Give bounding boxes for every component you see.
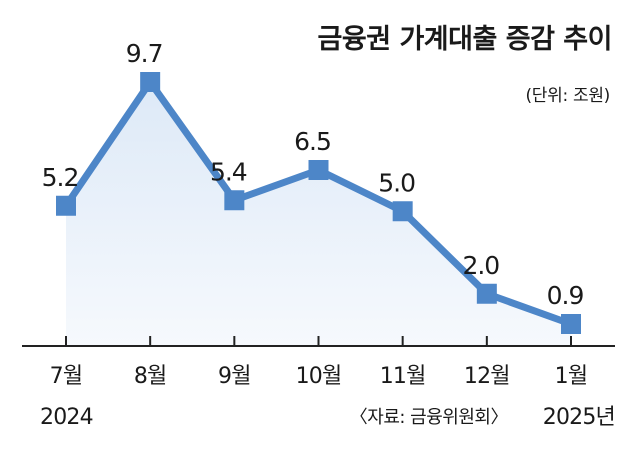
tick-layer: 7월 8월 9월 10월 11월 12월 1월 bbox=[50, 336, 588, 389]
x-tick-label-4: 10월 bbox=[296, 364, 342, 389]
x-tick-label-2: 8월 bbox=[134, 364, 167, 389]
year-end-label: 2025년 bbox=[543, 405, 615, 430]
x-tick-label-3: 9월 bbox=[218, 364, 251, 389]
data-label-5: 5.0 bbox=[378, 168, 415, 197]
chart-title: 금융권 가계대출 증감 추이 bbox=[318, 24, 612, 55]
series-area bbox=[66, 82, 571, 346]
data-point-3 bbox=[224, 190, 245, 211]
x-tick-label-6: 12월 bbox=[464, 364, 510, 389]
source-label: 〈자료: 금융위원회〉 bbox=[350, 407, 508, 428]
marker-layer bbox=[56, 72, 581, 334]
data-label-2: 9.7 bbox=[126, 39, 163, 68]
data-point-4 bbox=[308, 160, 329, 180]
year-start-label: 2024 bbox=[40, 405, 93, 430]
data-point-1 bbox=[56, 195, 76, 216]
data-label-1: 5.2 bbox=[42, 163, 79, 192]
data-label-7: 0.9 bbox=[547, 281, 584, 310]
x-tick-label-1: 7월 bbox=[50, 364, 83, 389]
data-label-3: 5.4 bbox=[210, 157, 247, 186]
data-point-7 bbox=[561, 314, 581, 334]
data-point-5 bbox=[392, 201, 413, 222]
data-point-6 bbox=[476, 283, 497, 304]
data-label-4: 6.5 bbox=[294, 127, 331, 156]
unit-label: (단위: 조원) bbox=[525, 86, 610, 106]
data-label-6: 2.0 bbox=[462, 251, 499, 280]
x-tick-label-7: 1월 bbox=[555, 364, 588, 389]
data-point-2 bbox=[140, 72, 161, 92]
x-tick-label-5: 11월 bbox=[380, 364, 426, 389]
area-layer bbox=[66, 82, 571, 346]
label-layer: 5.2 9.7 5.4 6.5 5.0 2.0 0.9 bbox=[42, 39, 585, 310]
